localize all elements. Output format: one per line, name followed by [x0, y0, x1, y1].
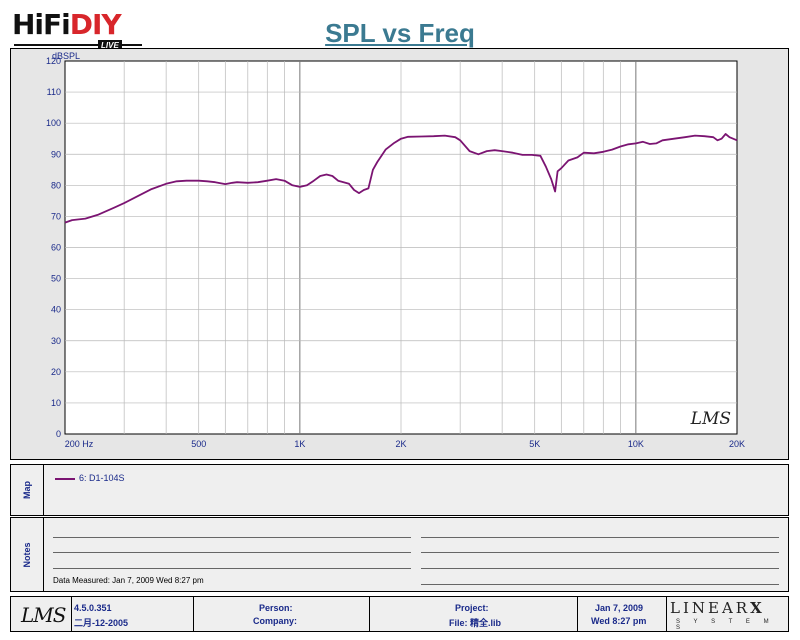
spl-chart: 0 10 20 30 40 50 60 70 80 90 100 110 120 200 Hz 500 1K 2… — [46, 51, 745, 449]
grid — [65, 61, 737, 434]
x-tick-label: 20K — [729, 439, 745, 449]
legend-label: 6: D1-104S — [79, 473, 125, 483]
x-tick-label: 200 Hz — [65, 439, 94, 449]
legend-swatch — [55, 478, 75, 480]
y-tick-label: 40 — [51, 305, 61, 315]
page-title: SPL vs Freq — [325, 18, 475, 48]
note-line[interactable] — [421, 537, 779, 538]
series-layer — [64, 133, 738, 224]
footer-person-cell: Person: Company: — [193, 597, 370, 631]
footer-date-cell: Jan 7, 2009 Wed 8:27 pm — [577, 597, 667, 631]
y-tick-label: 120 — [46, 56, 61, 66]
project-label: Project: — [455, 603, 489, 613]
y-tick-label: 110 — [47, 87, 61, 97]
brand-sub: S Y S T E M S — [676, 619, 775, 631]
x-tick-label: 5K — [529, 439, 540, 449]
note-line[interactable] — [53, 552, 411, 553]
footer-logo-cell: LMS — [11, 597, 72, 631]
y-tick-label: 70 — [51, 211, 61, 221]
y-tick-label: 20 — [51, 367, 61, 377]
footer-time: Wed 8:27 pm — [591, 616, 647, 626]
linearx-logo: LINEARX — [670, 599, 765, 617]
x-tick-label: 500 — [191, 439, 206, 449]
y-tick-label: 80 — [51, 180, 61, 190]
logo-live-badge: LIVE — [98, 40, 122, 51]
footer: LMS 4.5.0.351 二月-12-2005 Person: Company… — [10, 596, 789, 632]
brand-text: LINEAR — [670, 599, 751, 617]
notes-tab: Notes — [11, 518, 44, 591]
logo-text-a: HiFi — [12, 8, 71, 41]
lms-watermark: LMS — [690, 409, 731, 429]
axes: 0 10 20 30 40 50 60 70 80 90 100 110 120 200 Hz 500 1K 2… — [46, 56, 745, 449]
y-axis-label: dBSPL — [52, 51, 80, 61]
y-tick-label: 60 — [51, 243, 61, 253]
chart-panel: 0 10 20 30 40 50 60 70 80 90 100 110 120 200 Hz 500 1K 2… — [10, 48, 789, 460]
notes-panel: Notes Data Measured: Jan 7, 2009 Wed 8:2… — [10, 517, 789, 592]
y-tick-label: 30 — [51, 336, 61, 346]
logo-text: HiFiDIY — [12, 8, 122, 41]
brand-x: X — [750, 599, 765, 617]
person-label: Person: — [259, 603, 293, 613]
series-line — [64, 133, 738, 224]
y-tick-label: 100 — [46, 118, 61, 128]
version-date: 二月-12-2005 — [74, 618, 129, 628]
lms-logo: LMS — [21, 603, 66, 627]
footer-project-cell: Project: File: 精全.lib — [369, 597, 578, 631]
x-tick-label: 1K — [294, 439, 305, 449]
note-line[interactable] — [421, 552, 779, 553]
footer-brand-cell: LINEARX S Y S T E M S — [666, 597, 790, 631]
map-tab-label: Map — [22, 481, 32, 499]
logo-text-b: DIY — [69, 8, 122, 41]
version: 4.5.0.351 — [74, 603, 112, 613]
y-tick-label: 50 — [51, 274, 61, 284]
x-tick-label: 10K — [628, 439, 644, 449]
company-label: Company: — [253, 616, 298, 626]
x-tick-label: 2K — [395, 439, 406, 449]
file-label: File: 精全.lib — [449, 618, 502, 628]
y-tick-label: 90 — [51, 149, 61, 159]
map-panel: Map 6: D1-104S — [10, 464, 789, 516]
footer-date: Jan 7, 2009 — [595, 603, 644, 613]
note-line[interactable] — [421, 584, 779, 585]
y-tick-label: 0 — [56, 429, 61, 439]
logo-underline — [14, 44, 142, 46]
notes-tab-label: Notes — [22, 541, 32, 568]
footer-version-cell: 4.5.0.351 二月-12-2005 — [71, 597, 194, 631]
note-line[interactable] — [53, 537, 411, 538]
note-line[interactable] — [53, 568, 411, 569]
y-tick-label: 10 — [51, 398, 61, 408]
hifidiy-logo: HiFiDIY LIVE — [12, 10, 144, 52]
date-measured: Data Measured: Jan 7, 2009 Wed 8:27 pm — [53, 576, 204, 585]
map-tab: Map — [11, 465, 44, 515]
note-line[interactable] — [421, 568, 779, 569]
